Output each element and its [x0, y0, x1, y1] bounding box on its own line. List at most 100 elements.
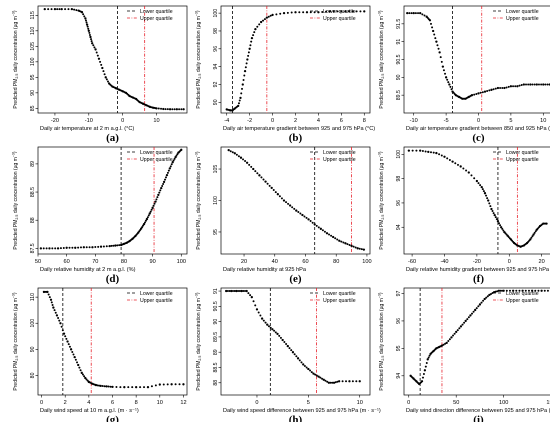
- x-tick-label: 2: [294, 118, 297, 124]
- y-tick-label: 80: [30, 372, 36, 378]
- data-point: [242, 79, 245, 82]
- x-tick-label: 90: [149, 259, 155, 265]
- data-point: [505, 289, 508, 292]
- data-point: [420, 380, 424, 383]
- data-point: [150, 385, 153, 388]
- data-point: [501, 87, 504, 90]
- data-point: [499, 224, 502, 227]
- x-tick-label: -4: [224, 118, 229, 124]
- y-tick-label: 88.5: [213, 362, 219, 372]
- data-point: [54, 311, 57, 314]
- data-point: [443, 155, 446, 158]
- data-point: [95, 51, 98, 54]
- data-point: [524, 289, 527, 292]
- data-point: [529, 238, 532, 241]
- data-point: [279, 336, 282, 339]
- y-tick-label: 100: [30, 57, 36, 66]
- data-point: [503, 86, 506, 90]
- data-point: [168, 167, 171, 170]
- data-point: [424, 150, 427, 153]
- x-tick-label: 60: [302, 259, 308, 265]
- x-tick-label: 80: [333, 259, 339, 265]
- data-point: [74, 358, 77, 361]
- data-point: [317, 375, 320, 378]
- data-point: [542, 83, 545, 86]
- data-point: [243, 290, 246, 293]
- data-point: [509, 85, 513, 88]
- data-point: [481, 188, 484, 191]
- data-point: [434, 37, 437, 40]
- y-tick-label: 91.5: [396, 19, 402, 29]
- data-point: [325, 232, 329, 235]
- data-point: [309, 220, 312, 223]
- plot-frame: [37, 146, 188, 255]
- data-point: [417, 12, 420, 15]
- data-point: [331, 381, 334, 384]
- data-point: [91, 246, 94, 249]
- data-point: [285, 343, 288, 346]
- data-point: [155, 198, 158, 201]
- data-point: [533, 83, 536, 86]
- data-point: [242, 290, 245, 293]
- x-tick-label: 100: [499, 400, 508, 406]
- data-point: [87, 29, 90, 32]
- x-axis-label: Daily wind direction difference between …: [406, 408, 550, 414]
- data-point: [319, 376, 322, 379]
- data-point: [448, 83, 451, 86]
- data-point: [73, 8, 76, 11]
- data-point: [166, 108, 169, 111]
- x-tick-label: 50: [453, 400, 459, 406]
- data-point: [229, 150, 232, 153]
- data-point: [435, 40, 438, 43]
- y-tick-label: 89.5: [213, 332, 219, 342]
- data-point: [238, 99, 241, 102]
- data-point: [444, 342, 447, 345]
- chart-panel: Predicted PM2.5 daily concentration (µg …: [11, 146, 188, 285]
- data-point: [299, 212, 302, 215]
- data-point: [94, 246, 97, 249]
- data-point: [455, 330, 458, 334]
- chart-panel: Predicted PM2.5 daily concentration (µg …: [194, 5, 375, 144]
- data-point: [77, 363, 80, 367]
- data-point: [358, 247, 361, 250]
- panel-letter: (d): [106, 273, 120, 285]
- data-point: [85, 21, 88, 24]
- data-point: [421, 376, 424, 379]
- data-point: [322, 378, 325, 381]
- chart-panel: Predicted PM2.5 daily concentration (µg …: [377, 5, 550, 144]
- data-point: [54, 247, 57, 250]
- data-point: [479, 91, 482, 94]
- data-point: [72, 353, 75, 356]
- data-point: [147, 214, 150, 217]
- y-axis-label: Predicted PM2.5 daily concentration (µg …: [377, 10, 385, 108]
- data-point: [293, 353, 296, 356]
- data-point: [527, 289, 530, 292]
- data-point: [362, 248, 366, 251]
- data-point: [461, 323, 464, 326]
- data-point: [42, 247, 45, 250]
- data-point: [442, 343, 445, 346]
- data-point: [350, 244, 353, 247]
- data-point: [237, 102, 240, 105]
- data-point: [270, 186, 273, 190]
- data-point: [264, 321, 267, 324]
- y-tick-label: 88: [213, 380, 219, 386]
- y-tick-label: 95: [213, 229, 219, 235]
- data-point: [462, 167, 465, 170]
- data-point: [244, 160, 247, 163]
- data-point: [266, 182, 269, 185]
- data-point: [62, 246, 65, 249]
- data-point: [527, 83, 530, 86]
- data-point: [310, 371, 313, 374]
- y-tick-label: 96: [396, 200, 402, 206]
- data-point: [290, 349, 293, 352]
- data-point: [360, 248, 363, 251]
- data-point: [247, 292, 250, 295]
- data-point: [93, 46, 96, 49]
- data-point: [323, 230, 326, 233]
- data-point: [259, 20, 263, 24]
- y-tick-label: 90: [30, 346, 36, 352]
- data-point: [271, 13, 274, 17]
- data-point: [534, 230, 537, 233]
- panel-letter: (c): [472, 132, 485, 144]
